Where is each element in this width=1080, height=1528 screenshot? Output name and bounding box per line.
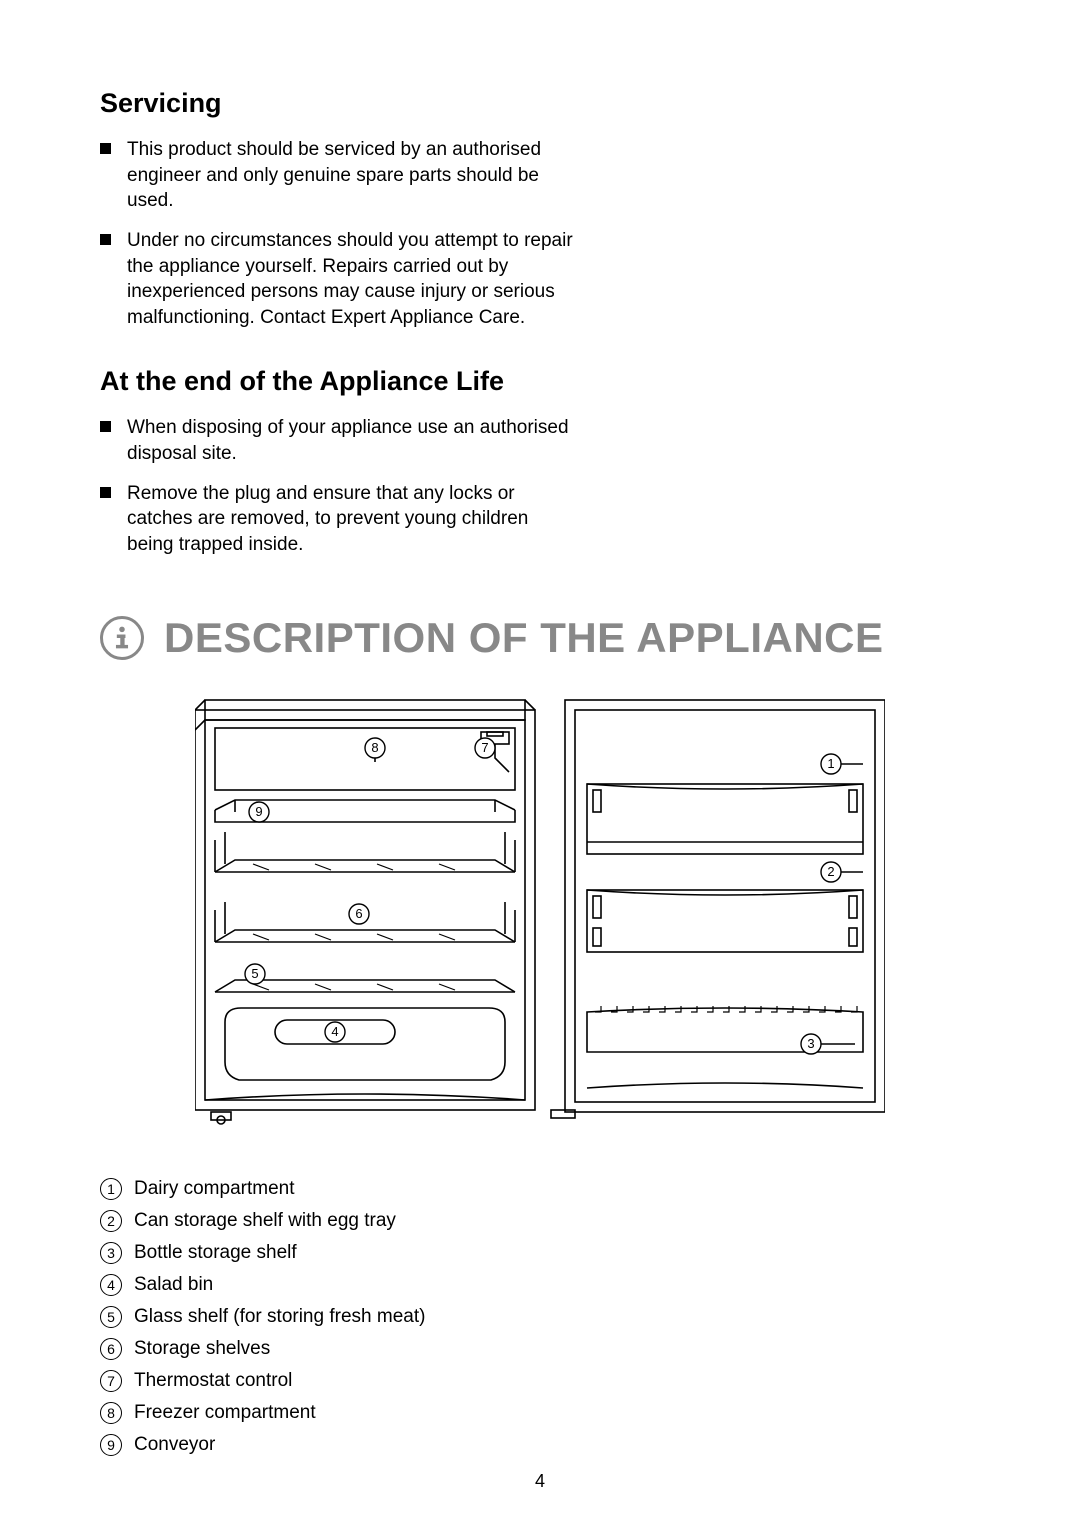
legend-item: 3 Bottle storage shelf (100, 1242, 980, 1264)
list-item-text: Remove the plug and ensure that any lock… (127, 481, 580, 558)
appliance-diagram-svg: 1 2 3 4 5 6 7 8 9 (195, 692, 885, 1132)
legend-item: 4 Salad bin (100, 1274, 980, 1296)
legend-item: 9 Conveyor (100, 1434, 980, 1456)
legend-label: Can storage shelf with egg tray (134, 1210, 396, 1232)
legend-item: 2 Can storage shelf with egg tray (100, 1210, 980, 1232)
legend-num: 6 (100, 1338, 122, 1360)
legend-num: 5 (100, 1306, 122, 1328)
servicing-heading: Servicing (100, 88, 580, 119)
appliance-diagram: 1 2 3 4 5 6 7 8 9 (100, 692, 980, 1132)
legend-list: 1 Dairy compartment 2 Can storage shelf wi… (100, 1178, 980, 1456)
legend-label: Conveyor (134, 1434, 215, 1456)
description-title: DESCRIPTION OF THE APPLIANCE (164, 614, 884, 662)
end-of-life-list: When disposing of your appliance use an … (100, 415, 580, 557)
legend-label: Bottle storage shelf (134, 1242, 297, 1264)
svg-text:5: 5 (251, 966, 258, 981)
svg-text:9: 9 (255, 804, 262, 819)
legend-num: 7 (100, 1370, 122, 1392)
list-item: Under no circumstances should you attemp… (100, 228, 580, 331)
svg-text:4: 4 (331, 1024, 338, 1039)
page-number: 4 (0, 1471, 1080, 1492)
list-item-text: This product should be serviced by an au… (127, 137, 580, 214)
svg-text:8: 8 (371, 740, 378, 755)
svg-text:2: 2 (827, 864, 834, 879)
list-item: Remove the plug and ensure that any lock… (100, 481, 580, 558)
svg-text:1: 1 (827, 756, 834, 771)
legend-label: Freezer compartment (134, 1402, 316, 1424)
legend-item: 6 Storage shelves (100, 1338, 980, 1360)
legend-label: Dairy compartment (134, 1178, 295, 1200)
list-item-text: Under no circumstances should you attemp… (127, 228, 580, 331)
bullet-icon (100, 421, 111, 432)
svg-text:6: 6 (355, 906, 362, 921)
legend-label: Salad bin (134, 1274, 213, 1296)
list-item-text: When disposing of your appliance use an … (127, 415, 580, 466)
page: Servicing This product should be service… (0, 0, 1080, 1528)
bullet-icon (100, 143, 111, 154)
legend-num: 4 (100, 1274, 122, 1296)
legend-num: 1 (100, 1178, 122, 1200)
legend-item: 1 Dairy compartment (100, 1178, 980, 1200)
description-title-row: DESCRIPTION OF THE APPLIANCE (100, 614, 980, 662)
end-of-life-heading: At the end of the Appliance Life (100, 366, 580, 397)
legend-num: 8 (100, 1402, 122, 1424)
legend-item: 5 Glass shelf (for storing fresh meat) (100, 1306, 980, 1328)
info-icon (100, 616, 144, 660)
bullet-icon (100, 234, 111, 245)
list-item: This product should be serviced by an au… (100, 137, 580, 214)
legend-item: 7 Thermostat control (100, 1370, 980, 1392)
servicing-list: This product should be serviced by an au… (100, 137, 580, 330)
legend-label: Thermostat control (134, 1370, 292, 1392)
legend-label: Storage shelves (134, 1338, 270, 1360)
legend-num: 2 (100, 1210, 122, 1232)
legend-num: 3 (100, 1242, 122, 1264)
legend-label: Glass shelf (for storing fresh meat) (134, 1306, 425, 1328)
legend-num: 9 (100, 1434, 122, 1456)
svg-text:7: 7 (481, 740, 488, 755)
bullet-icon (100, 487, 111, 498)
legend-item: 8 Freezer compartment (100, 1402, 980, 1424)
svg-text:3: 3 (807, 1036, 814, 1051)
servicing-section: Servicing This product should be service… (100, 88, 580, 558)
list-item: When disposing of your appliance use an … (100, 415, 580, 466)
